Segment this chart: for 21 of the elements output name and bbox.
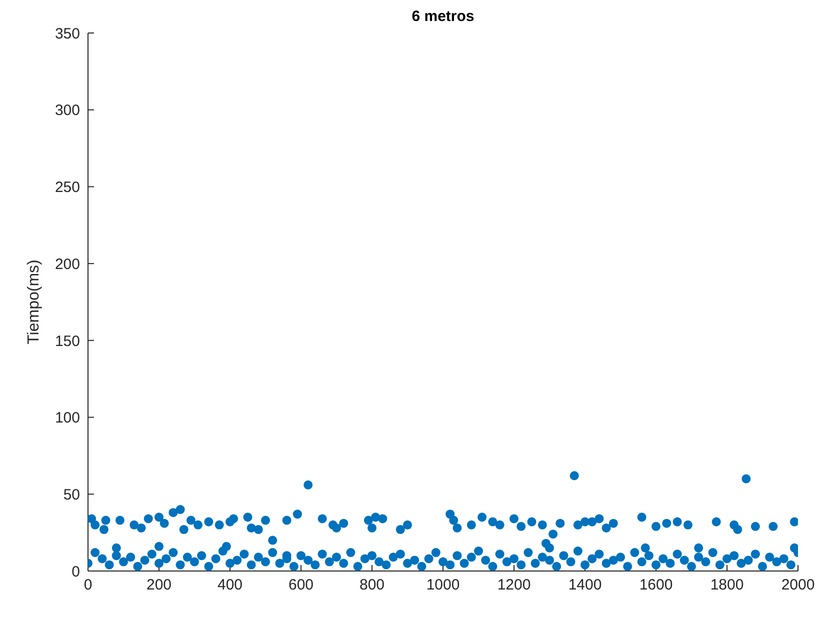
- x-tick-label: 200: [146, 576, 172, 594]
- x-tick-label: 400: [217, 576, 243, 594]
- x-tick-label: 1000: [426, 576, 460, 594]
- x-tick-label: 600: [288, 576, 314, 594]
- y-axis-title: Tiempo(ms): [26, 260, 43, 344]
- x-tick-label: 1600: [639, 576, 673, 594]
- chart-title: 6 metros: [410, 8, 476, 25]
- y-tick-label: 150: [54, 332, 80, 350]
- x-tick-label: 800: [359, 576, 385, 594]
- x-tick-label: 0: [84, 576, 92, 594]
- x-tick-label: 1400: [568, 576, 602, 594]
- x-tick-label: 1200: [497, 576, 531, 594]
- y-tick-label: 350: [54, 25, 80, 42]
- y-tick-label: 100: [54, 410, 80, 427]
- y-tick-label: 300: [54, 102, 80, 120]
- y-tick-label: 50: [63, 486, 80, 504]
- y-tick-label: 200: [54, 256, 80, 273]
- y-tick-label: 250: [54, 179, 80, 196]
- y-tick-label: 0: [72, 563, 80, 580]
- x-tick-label: 1800: [710, 576, 744, 594]
- x-tick-label: 2000: [781, 576, 815, 594]
